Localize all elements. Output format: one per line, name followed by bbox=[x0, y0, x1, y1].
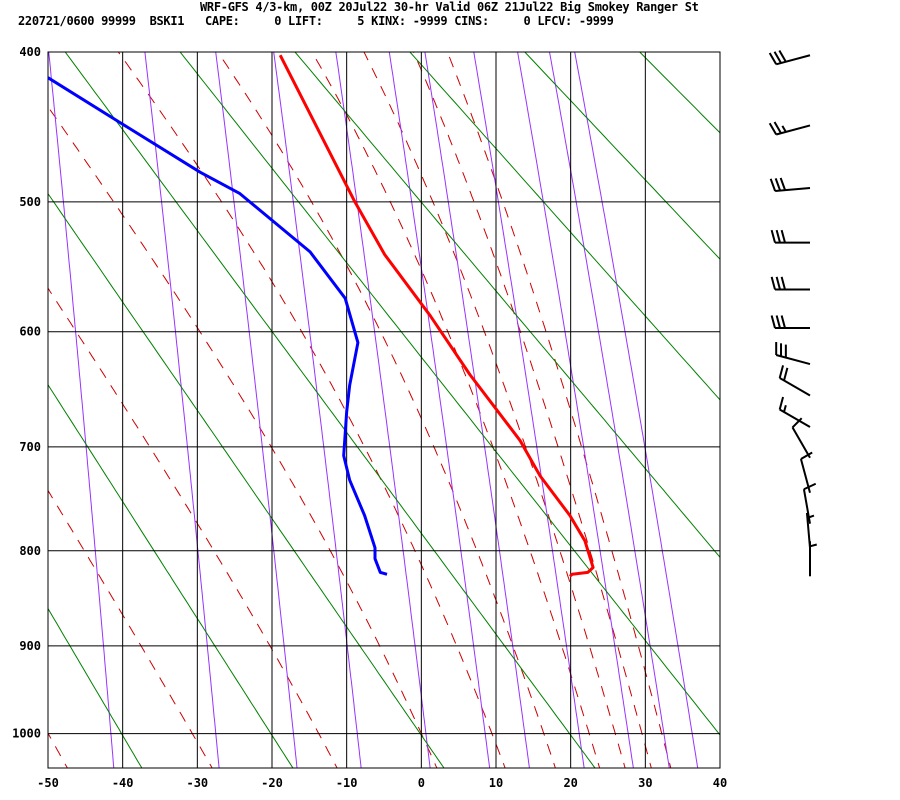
mixing-ratio-line bbox=[144, 52, 220, 768]
dewpoint-profile bbox=[48, 76, 388, 576]
y-tick-label: 700 bbox=[19, 440, 41, 454]
chart-title: WRF-GFS 4/3-km, 00Z 20Jul22 30-hr Valid … bbox=[200, 0, 699, 14]
dry-adiabat bbox=[638, 52, 720, 134]
mixing-ratio-line bbox=[273, 52, 362, 768]
wind-barb bbox=[775, 342, 811, 366]
wind-barb bbox=[770, 229, 810, 244]
mixing-ratio-line bbox=[473, 52, 585, 768]
wind-barb bbox=[769, 177, 811, 192]
axis-ticks: -50 -40 -30 -20 -10 0 10 20 30 40 400 500 600 700 800 9… bbox=[12, 45, 727, 790]
x-tick-label: 10 bbox=[489, 776, 503, 790]
mixing-ratio-line bbox=[215, 52, 298, 768]
background-lines bbox=[48, 52, 720, 768]
plot-frame bbox=[47, 51, 721, 769]
wind-barb bbox=[809, 541, 818, 577]
x-tick-label: 40 bbox=[713, 776, 727, 790]
mixing-ratio-line bbox=[517, 52, 634, 768]
mixing-ratio-line bbox=[48, 52, 115, 768]
moist-adiabat bbox=[311, 52, 601, 768]
x-tick-label: 0 bbox=[418, 776, 425, 790]
x-tick-label: -10 bbox=[336, 776, 358, 790]
y-tick-label: 600 bbox=[19, 325, 41, 339]
mixing-ratio-line bbox=[388, 52, 491, 768]
wind-barb bbox=[778, 396, 811, 428]
wind-barbs bbox=[768, 49, 818, 577]
wind-barb bbox=[770, 315, 810, 330]
moist-adiabat bbox=[48, 105, 438, 768]
sounding-profiles bbox=[48, 54, 595, 578]
mixing-ratio-line bbox=[574, 52, 699, 768]
dry-adiabat bbox=[409, 52, 720, 401]
mixing-ratio-line bbox=[424, 52, 530, 768]
x-tick-label: -50 bbox=[37, 776, 59, 790]
wind-barb bbox=[768, 121, 811, 136]
y-tick-label: 400 bbox=[19, 45, 41, 59]
wind-barb bbox=[770, 276, 810, 291]
moist-adiabat bbox=[117, 52, 506, 768]
dry-adiabat bbox=[294, 52, 720, 559]
dry-adiabat bbox=[48, 607, 143, 768]
dry-adiabat bbox=[179, 52, 720, 736]
moist-adiabat bbox=[48, 489, 213, 768]
dry-adiabat bbox=[524, 52, 720, 260]
x-tick-label: -30 bbox=[186, 776, 208, 790]
moist-adiabat bbox=[48, 732, 68, 768]
y-tick-label: 500 bbox=[19, 195, 41, 209]
x-tick-label: 30 bbox=[638, 776, 652, 790]
mixing-ratio-line bbox=[548, 52, 670, 768]
y-tick-label: 1000 bbox=[12, 727, 41, 741]
wind-barb bbox=[791, 417, 811, 459]
x-tick-label: -20 bbox=[261, 776, 283, 790]
wind-barb bbox=[768, 49, 811, 66]
dry-adiabat bbox=[48, 383, 294, 768]
grid bbox=[47, 51, 721, 769]
station-indices-line: 220721/0600 99999 BSKI1 CAPE: 0 LIFT: 5 … bbox=[18, 14, 614, 28]
x-tick-label: -40 bbox=[112, 776, 134, 790]
moist-adiabat bbox=[217, 52, 556, 768]
y-tick-label: 800 bbox=[19, 544, 41, 558]
temperature-profile bbox=[278, 54, 595, 578]
wind-barb bbox=[778, 365, 811, 397]
moist-adiabat bbox=[48, 287, 338, 768]
y-tick-label: 900 bbox=[19, 639, 41, 653]
dry-adiabat bbox=[64, 52, 596, 768]
dry-adiabat bbox=[48, 192, 445, 768]
x-tick-label: 20 bbox=[563, 776, 577, 790]
moist-adiabat bbox=[363, 52, 626, 768]
